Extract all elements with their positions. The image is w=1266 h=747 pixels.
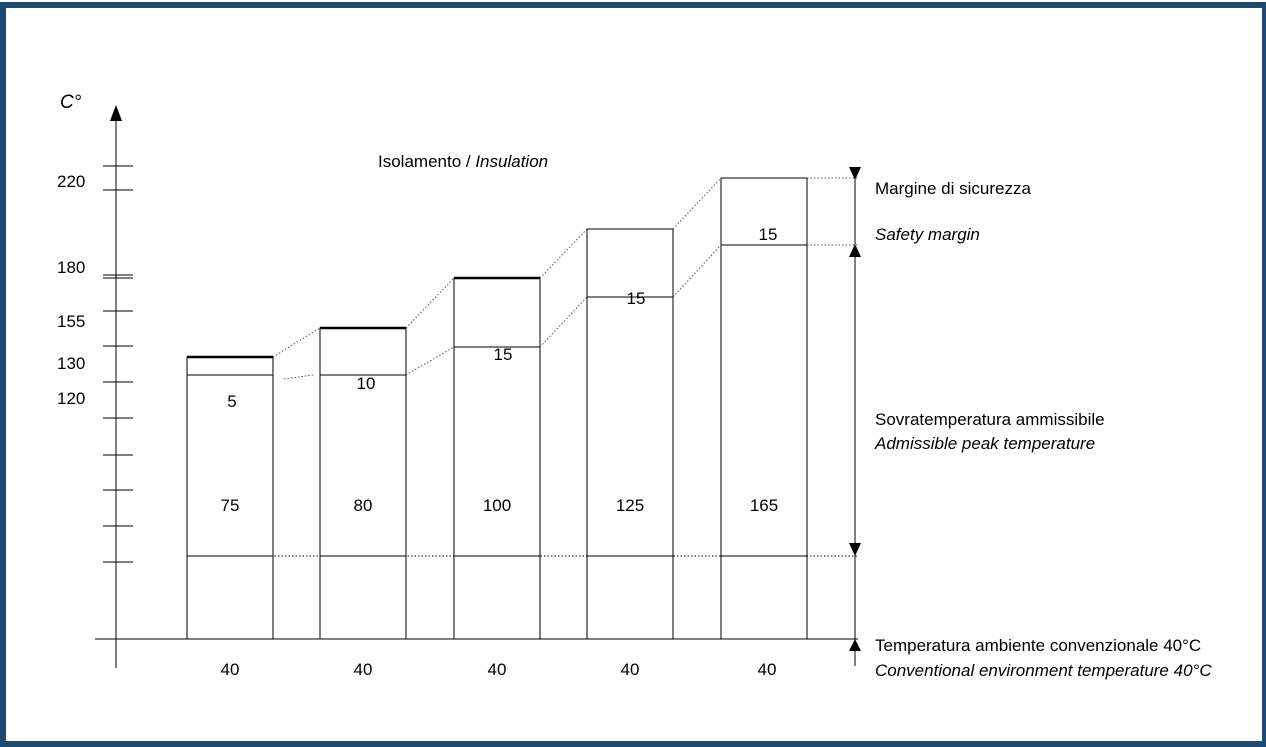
y-axis-arrow-icon: [110, 105, 122, 121]
bar-ambient-label: 40: [621, 660, 640, 679]
peak-arrow-up-icon: [849, 244, 861, 257]
bar: [186, 355, 274, 640]
bar-outline: [586, 228, 674, 640]
bar-ambient-label: 40: [354, 660, 373, 679]
legend-peak-en: Admissible peak temperature: [874, 434, 1095, 453]
diagram-title-main: Isolamento /: [378, 152, 475, 171]
bar-connectors: [272, 177, 858, 380]
ambient-arrow-up-icon: [849, 639, 861, 651]
connector-margin: [405, 346, 455, 376]
tick-label: 130: [57, 354, 85, 373]
bar: [453, 276, 541, 640]
bar-ambient-label: 40: [221, 660, 240, 679]
bar-ambient-label: 40: [488, 660, 507, 679]
bar-outline: [720, 177, 808, 640]
tick-label: 220: [57, 172, 85, 191]
tick-label: 120: [57, 389, 85, 408]
bar-margin-label: 15: [494, 345, 513, 364]
bar: [586, 228, 674, 640]
bar: [720, 177, 808, 640]
peak-arrow-down-icon: [849, 543, 861, 556]
y-axis-unit-label: C°: [60, 92, 82, 113]
bar-rise-label: 165: [750, 496, 778, 515]
legend-ambient-it: Temperatura ambiente convenzionale 40°C: [875, 636, 1201, 655]
tick-label: 155: [57, 312, 85, 331]
connector-top: [672, 177, 722, 230]
connector-top: [405, 277, 455, 329]
connector-margin: [283, 374, 314, 380]
legend-peak-it: Sovratemperatura ammissibile: [875, 410, 1105, 429]
connector-margin: [672, 244, 722, 298]
safety-margin-arrow-down-icon: [849, 167, 861, 180]
legend-safety-margin-en: Safety margin: [875, 225, 980, 244]
bar-margin-label: 15: [627, 289, 646, 308]
connector-top: [539, 228, 588, 279]
bar-margin-label: 15: [759, 225, 778, 244]
bar-rise-label: 75: [221, 496, 240, 515]
connector-margin: [539, 296, 588, 348]
bar-ambient-label: 40: [758, 660, 777, 679]
tick-label: 180: [57, 258, 85, 277]
y-axis-ticks: [103, 165, 133, 563]
bar: [319, 326, 407, 640]
bar-margin-label: 10: [357, 374, 376, 393]
connector-top: [272, 327, 321, 358]
bar-rise-label: 100: [483, 496, 511, 515]
bar-margin-label: 5: [227, 392, 236, 411]
legend-ambient-en: Conventional environment temperature 40°…: [875, 661, 1212, 680]
diagram-title: Isolamento / Insulation: [378, 152, 548, 171]
bar-rise-label: 80: [354, 496, 373, 515]
legend-safety-margin-it: Margine di sicurezza: [875, 179, 1031, 198]
bar-outline: [453, 277, 541, 640]
bar-rise-label: 125: [616, 496, 644, 515]
diagram-title-italic: Insulation: [475, 152, 548, 171]
